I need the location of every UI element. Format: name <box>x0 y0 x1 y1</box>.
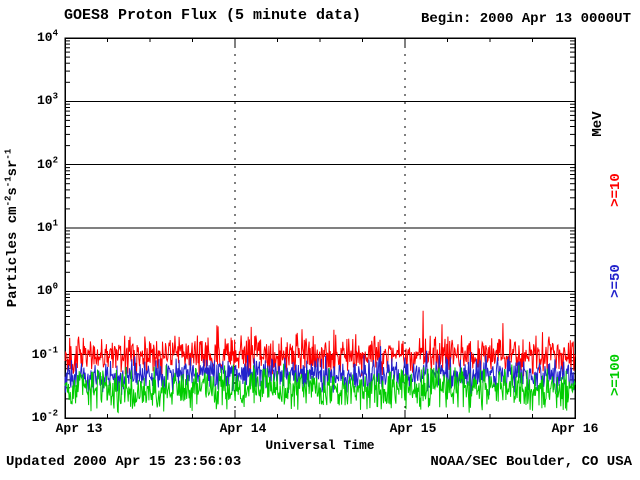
y-tick-label: 100 <box>36 282 58 299</box>
begin-label: Begin: 2000 Apr 13 0000UT <box>420 11 631 27</box>
y-tick-label: 103 <box>36 92 58 109</box>
x-tick-label: Apr 15 <box>389 421 437 436</box>
x-tick-label: Apr 14 <box>219 421 267 436</box>
y-tick-label: 104 <box>36 28 58 45</box>
y-tick-label: 10-2 <box>31 408 58 425</box>
x-tick-label: Apr 16 <box>551 421 599 436</box>
credit-label: NOAA/SEC Boulder, CO USA <box>430 454 632 470</box>
chart-title: GOES8 Proton Flux (5 minute data) <box>64 7 362 24</box>
unit-label-mev: MeV <box>590 111 606 137</box>
y-tick-label: 102 <box>36 155 58 172</box>
updated-label: Updated 2000 Apr 15 23:56:03 <box>6 454 242 470</box>
y-tick-label: 101 <box>36 218 58 235</box>
series-label-ge100: >=100 <box>608 354 624 397</box>
x-axis-label: Universal Time <box>265 438 375 453</box>
x-tick-label: Apr 13 <box>55 421 103 436</box>
y-tick-label: 10-1 <box>31 345 58 362</box>
